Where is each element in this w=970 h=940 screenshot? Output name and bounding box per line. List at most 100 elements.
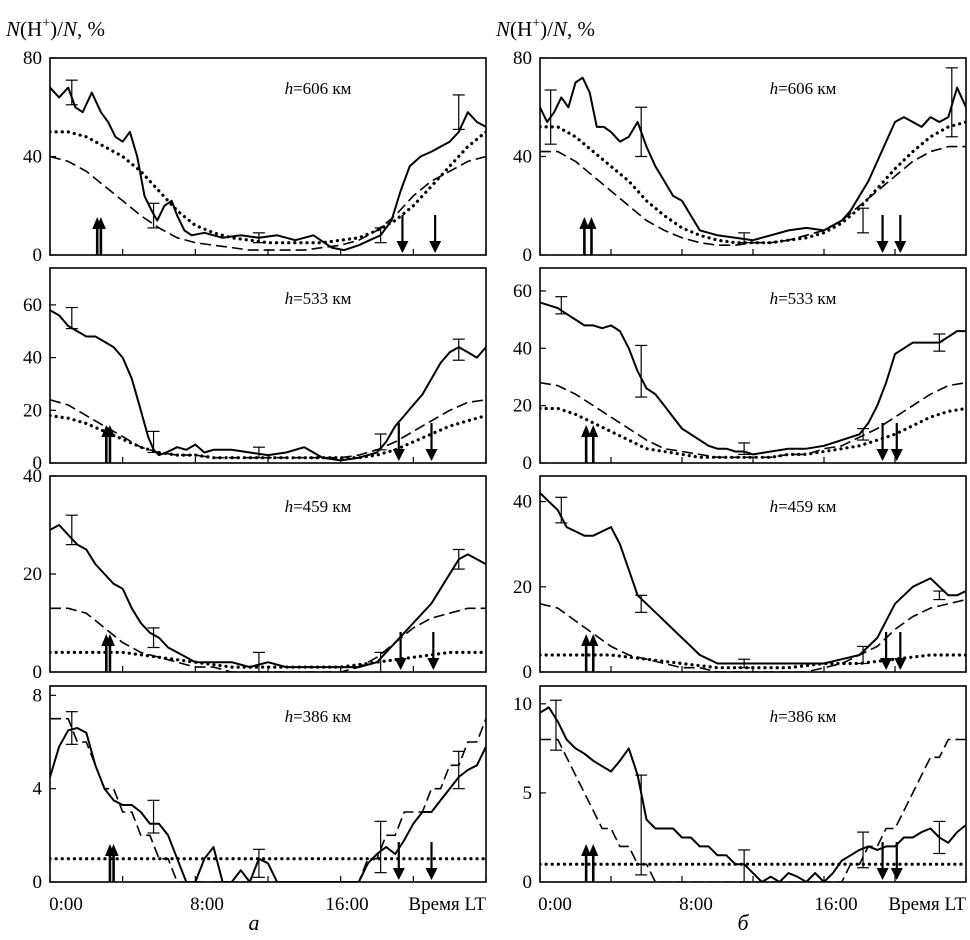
y-tick-label: 40 bbox=[23, 466, 42, 487]
error-bar bbox=[147, 799, 160, 834]
panel-b459: 0 20 40 h=459 км bbox=[513, 475, 967, 683]
down-arrow-icon bbox=[427, 632, 440, 670]
error-bar bbox=[738, 658, 751, 669]
series-line-dotted bbox=[540, 406, 966, 459]
altitude-label: h=533 км bbox=[770, 289, 837, 308]
y-tick-label: 8 bbox=[33, 685, 43, 706]
x-tick-label: 8:00 bbox=[190, 894, 224, 915]
up-arrow-icon bbox=[108, 844, 119, 882]
up-arrow-icon bbox=[104, 634, 115, 672]
y-tick-label: 40 bbox=[513, 147, 532, 168]
error-bar bbox=[252, 232, 265, 244]
down-arrow-icon bbox=[894, 632, 907, 670]
plot-frame bbox=[539, 685, 967, 883]
series-line-dotted bbox=[50, 130, 486, 245]
series-line-dashed bbox=[50, 399, 486, 459]
error-bar bbox=[252, 446, 265, 459]
panel-b386: 0 5 10 h=386 км bbox=[513, 685, 967, 893]
error-bar bbox=[635, 774, 648, 876]
down-arrow-icon bbox=[392, 842, 405, 880]
series-line-dotted bbox=[50, 650, 486, 669]
error-bar bbox=[452, 338, 465, 361]
series-line-solid bbox=[50, 86, 486, 252]
up-arrow-icon bbox=[586, 217, 597, 255]
plot-frame bbox=[539, 267, 967, 464]
error-bar bbox=[555, 496, 568, 524]
error-bar bbox=[452, 750, 465, 790]
series-line-dashed bbox=[50, 717, 486, 882]
y-tick-label: 20 bbox=[23, 400, 42, 421]
y-tick-label: 20 bbox=[513, 577, 532, 598]
down-arrow-icon bbox=[429, 215, 442, 253]
y-tick-label: 0 bbox=[523, 662, 533, 683]
error-bar bbox=[252, 848, 265, 878]
error-bar bbox=[65, 514, 78, 546]
x-tick-label: 8:00 bbox=[679, 894, 713, 915]
down-arrow-icon bbox=[880, 632, 893, 670]
y-axis-title-b: N(H+)/N, % bbox=[495, 16, 595, 41]
error-bar bbox=[452, 94, 465, 131]
panel-a606: 0 40 80 h=606 км bbox=[23, 48, 487, 266]
down-arrow-icon bbox=[396, 215, 409, 253]
series-line-dotted bbox=[540, 653, 966, 670]
up-arrow-icon bbox=[588, 425, 599, 463]
y-tick-label: 4 bbox=[33, 779, 43, 800]
y-tick-label: 0 bbox=[33, 245, 43, 266]
series-line-solid bbox=[540, 706, 966, 882]
series-line-dashed bbox=[540, 145, 966, 246]
series-line-dashed bbox=[540, 738, 966, 882]
error-bar bbox=[738, 849, 751, 883]
up-arrow-icon bbox=[581, 425, 592, 463]
x-tick-label: 0:00 bbox=[49, 894, 83, 915]
error-bar bbox=[857, 427, 870, 441]
y-tick-label: 80 bbox=[513, 48, 532, 69]
altitude-label: h=533 км bbox=[285, 289, 352, 308]
error-bar bbox=[374, 227, 387, 244]
error-bar bbox=[65, 306, 78, 330]
y-tick-label: 5 bbox=[523, 783, 533, 804]
error-bar bbox=[147, 627, 160, 649]
panel-a386: 0 4 8 h=386 км bbox=[33, 685, 487, 893]
y-tick-label: 0 bbox=[523, 245, 533, 266]
y-tick-label: 0 bbox=[33, 453, 43, 474]
y-tick-label: 80 bbox=[23, 48, 42, 69]
panel-b533: 0 20 40 60 h=533 км bbox=[513, 267, 967, 474]
error-bar bbox=[738, 232, 751, 244]
up-arrow-icon bbox=[95, 217, 106, 255]
x-tick-label: 16:00 bbox=[325, 894, 368, 915]
down-arrow-icon bbox=[394, 632, 407, 670]
series-line-solid bbox=[540, 492, 966, 665]
series-line-dashed bbox=[540, 598, 966, 672]
up-arrow-icon bbox=[588, 634, 599, 672]
y-tick-label: 40 bbox=[513, 338, 532, 359]
error-bar bbox=[738, 442, 751, 455]
panel-letter-a: а bbox=[249, 910, 260, 935]
down-arrow-icon bbox=[425, 423, 438, 461]
altitude-label: h=386 км bbox=[285, 707, 352, 726]
y-tick-label: 0 bbox=[33, 872, 43, 893]
error-bar bbox=[933, 820, 946, 855]
plot-frame bbox=[539, 475, 967, 673]
error-bar bbox=[452, 548, 465, 570]
altitude-label: h=606 км bbox=[770, 79, 837, 98]
y-tick-label: 40 bbox=[23, 348, 42, 369]
series-line-dotted bbox=[50, 414, 486, 460]
series-line-solid bbox=[50, 524, 486, 669]
altitude-label: h=459 км bbox=[770, 497, 837, 516]
x-axis-unit-a: Время LT bbox=[408, 894, 486, 915]
series-line-dashed bbox=[540, 381, 966, 459]
error-bar bbox=[374, 433, 387, 451]
panel-a533: 0 20 40 60 h=533 км bbox=[23, 267, 487, 474]
down-arrow-icon bbox=[425, 842, 438, 880]
plot-frame bbox=[49, 267, 487, 464]
y-tick-label: 20 bbox=[513, 396, 532, 417]
y-tick-label: 0 bbox=[523, 453, 533, 474]
error-bar bbox=[147, 430, 160, 454]
error-bar bbox=[857, 645, 870, 665]
x-tick-label: 0:00 bbox=[538, 894, 572, 915]
altitude-label: h=606 км bbox=[285, 79, 352, 98]
up-arrow-icon bbox=[104, 425, 115, 463]
y-tick-label: 0 bbox=[523, 872, 533, 893]
